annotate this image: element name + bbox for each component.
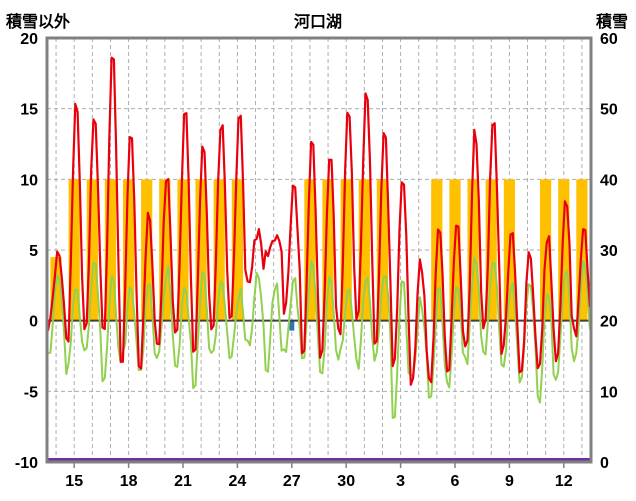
sunshine-bars xyxy=(213,179,225,321)
sunshine-bars xyxy=(304,179,316,321)
x-tick-label: 30 xyxy=(337,473,355,490)
precipitation-bar xyxy=(289,320,295,331)
left-axis-tick-label: -5 xyxy=(24,384,38,401)
right-axis-tick-label: 30 xyxy=(600,243,618,260)
sunshine-bars xyxy=(104,179,116,321)
sunshine-bars xyxy=(195,179,207,321)
sunshine-bars xyxy=(322,179,334,321)
sunshine-bars xyxy=(231,179,243,321)
x-tick-label: 9 xyxy=(505,473,514,490)
chart-title: 河口湖 xyxy=(293,14,342,31)
x-tick-label: 6 xyxy=(451,473,460,490)
sunshine-bars xyxy=(376,179,388,321)
left-axis-title: 積雪以外 xyxy=(6,14,71,31)
right-axis-tick-label: 60 xyxy=(600,31,618,48)
x-tick-label: 24 xyxy=(229,473,247,490)
plot-frame xyxy=(45,36,593,464)
sunshine-bars xyxy=(558,179,570,321)
sunshine-bars xyxy=(467,179,479,321)
x-tick-label: 3 xyxy=(396,473,405,490)
sunshine-bars xyxy=(340,179,352,321)
x-tick-label: 21 xyxy=(174,473,192,490)
left-axis-tick-label: 0 xyxy=(29,314,38,331)
sunshine-bars xyxy=(485,179,497,321)
right-axis-title: 積雪 xyxy=(595,14,628,31)
right-axis-tick-label: 0 xyxy=(600,455,609,472)
x-tick-label: 12 xyxy=(555,473,573,490)
sunshine-bars xyxy=(123,179,135,321)
right-axis-tick-label: 50 xyxy=(600,102,618,119)
x-tick-label: 18 xyxy=(120,473,138,490)
left-axis-tick-label: -10 xyxy=(15,455,38,472)
left-axis-tick-label: 10 xyxy=(20,172,38,189)
right-axis-tick-label: 20 xyxy=(600,314,618,331)
right-axis-tick-label: 40 xyxy=(600,172,618,189)
left-axis-tick-label: 20 xyxy=(20,31,38,48)
sunshine-bars xyxy=(86,179,98,321)
left-axis-tick-label: 5 xyxy=(29,243,38,260)
right-axis-tick-label: 10 xyxy=(600,384,618,401)
left-axis-tick-label: 15 xyxy=(20,102,38,119)
sunshine-bars xyxy=(159,179,171,321)
sunshine-bars xyxy=(358,179,370,321)
sunshine-bars xyxy=(177,179,189,321)
x-tick-label: 27 xyxy=(283,473,301,490)
temperature-line xyxy=(46,56,592,386)
sunshine-bars xyxy=(68,179,80,321)
x-tick-label: 15 xyxy=(65,473,83,490)
